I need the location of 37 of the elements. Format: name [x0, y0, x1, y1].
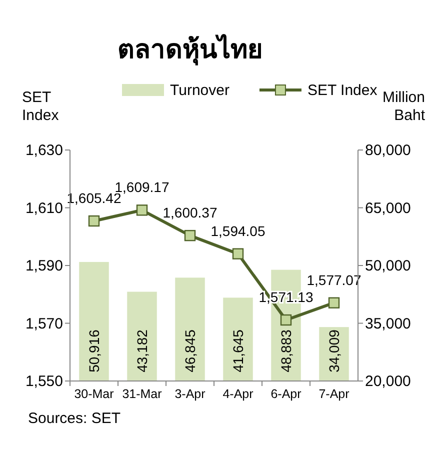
point	[88, 215, 100, 227]
y2-tick-label: 50,000	[365, 258, 411, 274]
y-axis-title: SET Index	[22, 89, 60, 124]
x-tick-label: 3-Apr	[174, 387, 206, 401]
point	[136, 204, 148, 216]
x-tick-label: 30-Mar	[74, 387, 114, 401]
x-tick-label: 6-Apr	[270, 387, 302, 401]
legend-label: SET Index	[307, 82, 378, 99]
point	[232, 248, 244, 260]
point	[280, 314, 292, 326]
source-note: Sources: SET	[28, 410, 121, 427]
y2-tick-label: 20,000	[365, 373, 411, 390]
y-tick-label: 1,610	[25, 200, 63, 217]
y-tick-label: 1,570	[25, 315, 63, 332]
point	[328, 297, 340, 308]
data-label: 43,182	[134, 329, 150, 372]
x-tick-label: 4-Apr	[222, 387, 254, 401]
y2-tick-label: 80,000	[365, 142, 411, 159]
x-tick-label: 7-Apr	[318, 387, 350, 401]
data-label: 46,845	[182, 329, 198, 372]
y2-tick-label: 65,000	[365, 200, 411, 217]
chart-title: ตลาดหุ้นไทย	[118, 33, 262, 66]
point	[184, 230, 196, 242]
x-tick-label: 31-Mar	[122, 387, 162, 401]
data-label: 41,645	[230, 329, 246, 372]
data-label: 48,883	[278, 329, 294, 372]
y-tick-label: 1,630	[25, 142, 63, 159]
data-label: 1,594.05	[210, 222, 266, 239]
y-tick-label: 1,590	[25, 258, 63, 274]
legend-label: Turnover	[170, 82, 230, 99]
y2-axis-title: Million Baht	[382, 89, 426, 124]
data-label: 1,600.37	[162, 204, 218, 221]
data-label: 34,009	[326, 329, 342, 372]
data-label: 50,916	[86, 329, 102, 372]
data-label: 1,577.07	[306, 272, 362, 288]
y-tick-label: 1,550	[25, 373, 63, 390]
y2-tick-label: 35,000	[365, 315, 411, 332]
